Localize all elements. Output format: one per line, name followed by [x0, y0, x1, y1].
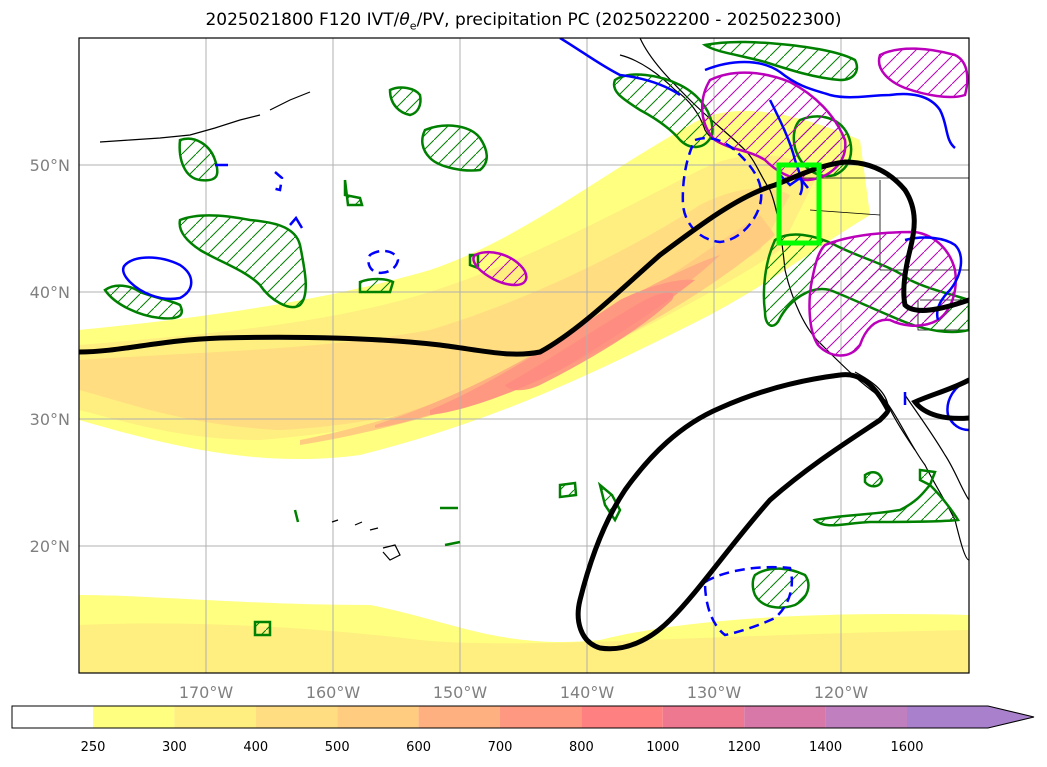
- theta-e-3: [704, 60, 956, 149]
- theta-e-5: [904, 236, 963, 321]
- precip-20: [293, 506, 461, 547]
- magenta-regions: [472, 47, 969, 357]
- colorbar-under: [12, 706, 93, 728]
- precip-10: [558, 481, 578, 499]
- pv-contour-2: [575, 372, 891, 652]
- precip-5: [388, 86, 422, 117]
- colorbar-swatch-9: [825, 706, 907, 728]
- precip-12: [612, 73, 714, 149]
- theta-e-contours: [121, 38, 969, 432]
- map-title: 2025021800 F120 IVT/θe/PV, precipitation…: [0, 10, 1047, 32]
- colorbar-label-1600: 1600: [890, 740, 923, 755]
- colorbar-label-600: 600: [406, 740, 431, 755]
- colorbar-label-1000: 1000: [646, 740, 679, 755]
- lat-label-20: 20°N: [30, 537, 70, 556]
- precip-6: [343, 179, 364, 207]
- lat-label-30: 30°N: [30, 410, 70, 429]
- lat-labels: 50°N 40°N 30°N 20°N: [30, 156, 70, 556]
- colorbar-label-500: 500: [325, 740, 350, 755]
- theta-e-4: [768, 99, 804, 196]
- colorbar-label-400: 400: [243, 740, 268, 755]
- magenta-2: [877, 47, 969, 99]
- ivt-shading: [79, 110, 969, 673]
- precip-3: [103, 284, 184, 320]
- title-theta-sub: e: [409, 19, 417, 33]
- colorbar-label-250: 250: [81, 740, 106, 755]
- magenta-3: [808, 230, 957, 357]
- colorbar-swatch-7: [662, 706, 745, 728]
- lon-label-130w: 130°W: [687, 683, 742, 702]
- precip-19: [751, 567, 810, 609]
- colorbar-swatch-0: [93, 706, 175, 728]
- hawaii-islands: [331, 519, 401, 561]
- theta-e-dashed-4: [271, 171, 284, 192]
- colorbar-label-300: 300: [162, 740, 187, 755]
- precip-13: [701, 40, 859, 82]
- lon-label-120w: 120°W: [814, 683, 869, 702]
- colorbar-swatch-6: [581, 706, 663, 728]
- ivt-400: [79, 188, 790, 430]
- colorbar-outline: [11, 705, 1035, 729]
- magenta-4: [472, 250, 528, 287]
- lon-label-150w: 150°W: [433, 683, 488, 702]
- colorbar-swatch-5: [500, 706, 582, 728]
- colorbar-swatch-8: [744, 706, 826, 728]
- map-frame: [78, 37, 970, 674]
- lon-labels: 170°W 160°W 150°W 140°W 130°W 120°W: [179, 683, 869, 702]
- colorbar-label-700: 700: [488, 740, 513, 755]
- colorbar-swatch-1: [174, 706, 256, 728]
- title-prefix: 2025021800 F120 IVT/: [205, 10, 400, 30]
- lon-label-160w: 160°W: [306, 683, 361, 702]
- colorbar-swatch-4: [418, 706, 500, 728]
- precip-4: [421, 124, 488, 172]
- lat-label-40: 40°N: [30, 283, 70, 302]
- ivt-300-south: [79, 623, 969, 673]
- precip-11: [253, 620, 272, 637]
- precip-18: [812, 483, 961, 527]
- colorbar-swatch-2: [255, 706, 338, 728]
- theta-e-dashed-contours: [271, 136, 794, 637]
- pv-contour-1: [79, 159, 969, 357]
- colorbar-label-800: 800: [569, 740, 594, 755]
- theta-e-dashed-3: [703, 565, 794, 637]
- colorbar-swatch-3: [337, 706, 419, 728]
- theta-e-dashed-2: [367, 249, 400, 275]
- precip-7: [358, 277, 395, 294]
- pv-contour-3: [911, 377, 969, 421]
- precip-16: [863, 471, 884, 488]
- precip-1: [178, 137, 219, 182]
- ivt-800: [505, 292, 674, 391]
- map-layers: [79, 38, 969, 673]
- theta-e-1: [121, 256, 193, 301]
- colorbar: 250 300 400 500 600 700 800 1000 1200 14…: [11, 705, 1035, 755]
- aleutian-islands: [99, 91, 311, 143]
- colorbar-labels: 250 300 400 500 600 700 800 1000 1200 14…: [81, 740, 924, 755]
- theta-e-dashed-1: [681, 136, 763, 244]
- lon-label-140w: 140°W: [560, 683, 615, 702]
- gulf-california: [904, 394, 969, 501]
- colorbar-label-1200: 1200: [728, 740, 761, 755]
- lat-label-50: 50°N: [30, 156, 70, 175]
- lon-label-170w: 170°W: [179, 683, 234, 702]
- pv-contours: [79, 159, 969, 652]
- precip-2: [178, 214, 308, 309]
- title-theta: θ: [399, 10, 410, 30]
- theta-e-2: [559, 38, 681, 97]
- ivt-500: [300, 215, 775, 445]
- colorbar-extend-arrow: [907, 706, 1034, 728]
- theta-e-9: [289, 215, 304, 229]
- precip-regions: [103, 40, 969, 637]
- highlight-box: [776, 162, 822, 246]
- colorbar-label-1400: 1400: [809, 740, 842, 755]
- title-suffix: /PV, precipitation PC (2025022200 - 2025…: [416, 10, 842, 30]
